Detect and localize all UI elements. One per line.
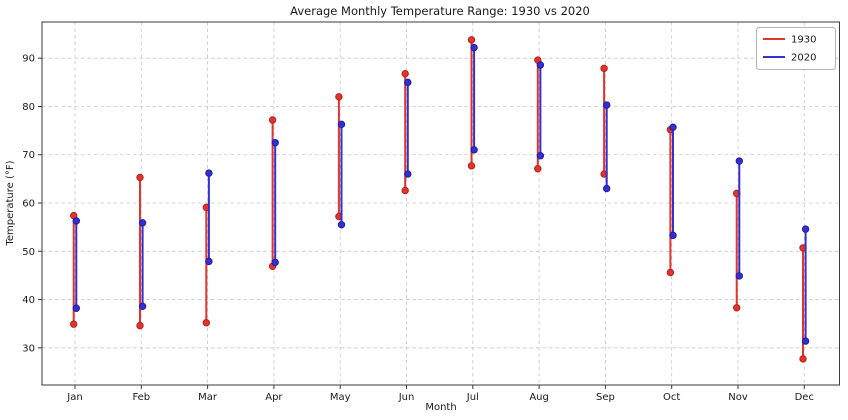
- marker-1930: [401, 69, 409, 78]
- marker-1930: [799, 355, 807, 363]
- marker-2020: [801, 337, 810, 345]
- marker-2020: [72, 217, 81, 225]
- marker-2020: [271, 138, 279, 147]
- marker-1930: [268, 116, 277, 124]
- marker-2020: [470, 43, 478, 52]
- marker-1930: [70, 320, 78, 328]
- y-tick-label: 40: [22, 295, 35, 306]
- marker-2020: [337, 120, 346, 129]
- legend: 1930 2020: [756, 27, 836, 70]
- marker-2020: [205, 257, 213, 266]
- axes-frame: [41, 21, 840, 386]
- grid-layer: [42, 22, 840, 385]
- marker-2020: [801, 225, 810, 233]
- marker-2020: [72, 304, 81, 312]
- marker-2020: [669, 231, 677, 240]
- x-tick-label: Jul: [466, 392, 479, 403]
- marker-2020: [603, 101, 611, 109]
- tick-layer: 30 40 50 60 70 80 90 Jan Feb Mar Apr May Jun Jul Aug Se…: [22, 54, 814, 403]
- marker-1930: [335, 93, 343, 101]
- marker-1930: [733, 304, 741, 312]
- marker-2020: [138, 302, 147, 311]
- marker-2020: [536, 61, 545, 69]
- marker-2020: [470, 146, 478, 154]
- chart-title: Average Monthly Temperature Range: 1930 …: [290, 4, 590, 18]
- y-tick-label: 60: [22, 199, 35, 210]
- marker-2020: [669, 123, 677, 131]
- x-tick-label: Dec: [795, 392, 814, 403]
- marker-2020: [337, 221, 346, 229]
- marker-2020: [536, 152, 545, 160]
- marker-2020: [271, 258, 279, 267]
- x-tick-label: Sep: [596, 392, 615, 403]
- marker-1930: [401, 186, 409, 195]
- y-tick-label: 50: [22, 247, 35, 258]
- y-tick-label: 30: [22, 343, 35, 354]
- marker-2020: [404, 170, 412, 178]
- marker-1930: [467, 162, 476, 170]
- y-tick-label: 80: [22, 102, 35, 113]
- marker-2020: [205, 169, 213, 177]
- x-tick-label: Nov: [728, 392, 748, 403]
- legend-label-2020: 2020: [791, 53, 816, 64]
- marker-2020: [735, 157, 743, 165]
- marker-1930: [136, 173, 144, 182]
- marker-1930: [467, 36, 476, 44]
- x-tick-label: Apr: [265, 392, 283, 403]
- x-tick-label: Feb: [132, 392, 150, 403]
- marker-2020: [404, 78, 412, 87]
- marker-2020: [603, 184, 611, 193]
- marker-2020: [735, 272, 743, 280]
- x-tick-label: Jun: [398, 392, 415, 403]
- marker-1930: [136, 321, 144, 330]
- x-tick-label: Jan: [66, 392, 82, 403]
- marker-1930: [600, 64, 608, 73]
- y-axis-label: Temperature (°F): [5, 160, 16, 246]
- x-tick-label: May: [330, 392, 351, 403]
- series-layer: [70, 36, 810, 363]
- x-tick-label: Oct: [663, 392, 680, 403]
- marker-2020: [138, 219, 147, 227]
- marker-1930: [534, 165, 542, 173]
- marker-1930: [666, 268, 675, 277]
- x-tick-label: Aug: [529, 392, 549, 403]
- legend-label-1930: 1930: [791, 35, 816, 46]
- x-tick-label: Mar: [198, 392, 218, 403]
- y-tick-label: 70: [22, 150, 35, 161]
- x-axis-label: Month: [425, 402, 456, 413]
- marker-1930: [202, 319, 211, 327]
- y-tick-label: 90: [22, 54, 35, 65]
